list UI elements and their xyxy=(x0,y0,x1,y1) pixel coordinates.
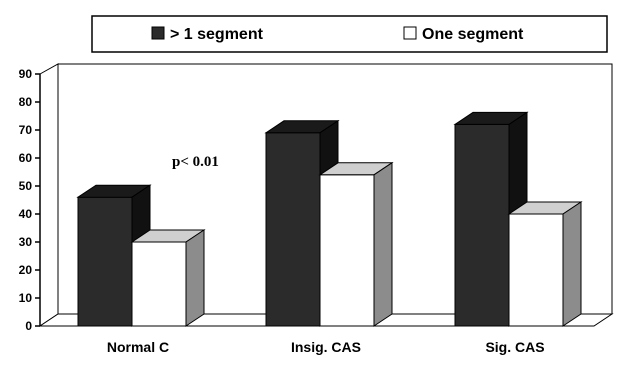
bars xyxy=(76,111,583,327)
left-wall xyxy=(39,63,59,327)
bar-2-normal-c-front xyxy=(131,241,187,327)
legend-box xyxy=(91,15,608,53)
bar-1-insig-cas-front xyxy=(265,132,321,327)
legend-swatch-series-2 xyxy=(403,26,417,40)
legend-label-series-2: One segment xyxy=(422,26,524,43)
y-tick-label-0: 0 xyxy=(25,319,32,333)
bar-2-sig-cas-front xyxy=(508,213,564,327)
bar-2-insig-cas-side xyxy=(373,161,393,327)
category-label-3: Sig. CAS xyxy=(485,339,544,355)
y-tick-label-50: 50 xyxy=(19,179,33,193)
y-tick-label-40: 40 xyxy=(19,207,33,221)
category-label-1: Normal C xyxy=(107,339,169,355)
legend-swatch-series-1 xyxy=(151,26,165,40)
bar-2-sig-cas xyxy=(507,201,583,327)
y-tick-label-70: 70 xyxy=(19,123,33,137)
y-tick-label-20: 20 xyxy=(19,263,33,277)
legend: > 1 segment One segment xyxy=(91,15,608,53)
bar-2-normal-c xyxy=(130,229,206,327)
bar-2-insig-cas-front xyxy=(319,174,375,327)
bar-2-normal-c-side xyxy=(185,229,205,327)
category-labels: Normal C Insig. CAS Sig. CAS xyxy=(107,339,545,355)
y-tick-label-10: 10 xyxy=(19,291,33,305)
bar-1-normal-c-front xyxy=(77,196,133,327)
bar-2-sig-cas-side xyxy=(562,201,582,327)
y-axis: 0 10 20 30 40 50 60 70 80 90 xyxy=(19,67,41,333)
category-label-2: Insig. CAS xyxy=(291,339,361,355)
y-tick-label-30: 30 xyxy=(19,235,33,249)
bar-1-sig-cas-front xyxy=(454,123,510,327)
y-tick-label-90: 90 xyxy=(19,67,33,81)
legend-label-series-1: > 1 segment xyxy=(170,26,264,43)
bar-2-insig-cas xyxy=(318,161,394,327)
y-tick-label-80: 80 xyxy=(19,95,33,109)
y-tick-label-60: 60 xyxy=(19,151,33,165)
significance-annotation: p< 0.01 xyxy=(172,154,219,170)
